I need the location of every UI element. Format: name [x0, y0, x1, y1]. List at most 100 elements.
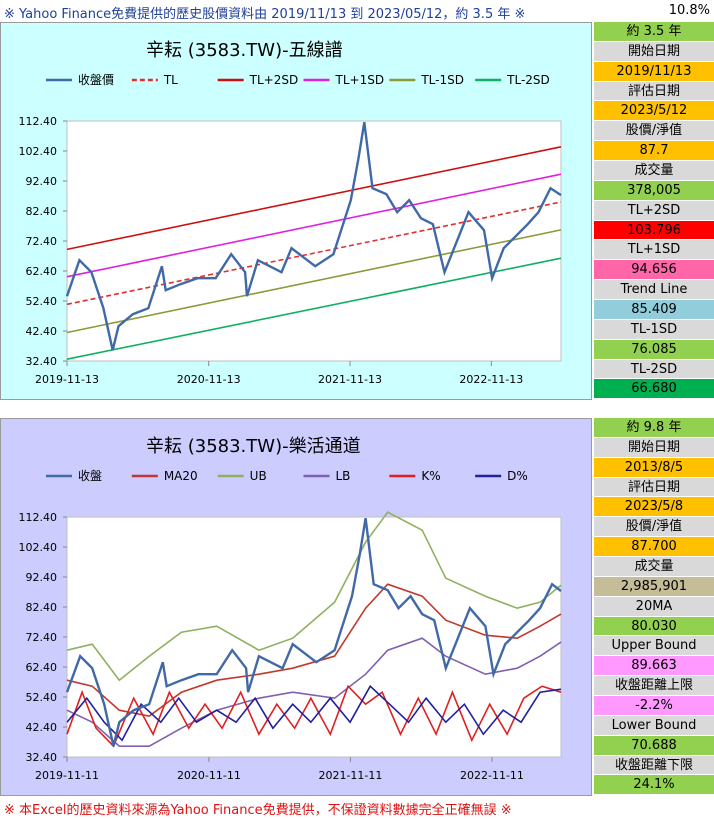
lohas-legend-label: 收盤	[78, 469, 102, 483]
lohas-ytick-label: 52.40	[26, 691, 58, 704]
five-line-ytick-label: 52.40	[26, 295, 58, 308]
five-line-ytick-label: 62.40	[26, 265, 58, 278]
five-line-series-5	[66, 257, 562, 360]
five-line-ytick-label: 112.40	[19, 115, 58, 128]
lohas-ytick-label: 32.40	[26, 751, 58, 764]
header-percent: 10.8%	[668, 3, 710, 18]
five-line-legend-label: TL+2SD	[249, 73, 299, 87]
five-line-info-column: 約 3.5 年開始日期 2019/11/13 評估日期 2023/5/12 股價/淨值 8…	[594, 22, 714, 400]
five-line-legend-label: 收盤價	[78, 73, 114, 87]
five-line-ytick-label: 42.40	[26, 325, 58, 338]
lohas-info-cell: 成交量	[594, 557, 714, 577]
lohas-info-cell: 2023/5/8	[594, 497, 714, 518]
header-bar: ※ Yahoo Finance免費提供的歷史股價資料由 2019/11/13 到…	[0, 0, 714, 22]
lohas-info-cell: 80.030	[594, 616, 714, 637]
lohas-series-4	[66, 684, 562, 748]
five-line-ytick-label: 102.40	[19, 145, 58, 158]
lohas-legend-label: D%	[507, 469, 528, 483]
five-line-title: 辛耘 (3583.TW)-五線譜	[146, 40, 343, 61]
lohas-info-cell: 收盤距離下限	[594, 755, 714, 776]
five-line-info-cell: 85.409	[594, 300, 714, 320]
lohas-ytick-label: 72.40	[26, 631, 58, 644]
lohas-info-cell: -2.2%	[594, 696, 714, 716]
five-line-info-cell: 2019/11/13	[594, 61, 714, 82]
lohas-legend-label: UB	[250, 469, 267, 483]
five-line-info-cell: 87.7	[594, 141, 714, 162]
header-title: ※ Yahoo Finance免費提供的歷史股價資料由 2019/11/13 到…	[4, 7, 526, 22]
five-line-plot-area	[66, 120, 562, 362]
footer-text: ※ 本Excel的歷史資料來源為Yahoo Finance免費提供，不保證資料數…	[4, 803, 512, 818]
lohas-ytick-label: 102.40	[19, 541, 58, 554]
five-line-ytick-label: 72.40	[26, 235, 58, 248]
five-line-chart: 辛耘 (3583.TW)-五線譜 112.40 102.40 92.40 82.40 72…	[1, 23, 591, 399]
five-line-info-cell: 66.680	[594, 379, 714, 400]
five-line-xtick-label: 2022-11-13	[459, 373, 523, 386]
lohas-series-3	[66, 637, 562, 748]
five-line-legend-label: TL+1SD	[335, 73, 385, 87]
lohas-info-cell: 收盤距離上限	[594, 676, 714, 697]
five-line-xtick-label: 2020-11-13	[177, 373, 241, 386]
lohas-legend-label: MA20	[164, 469, 198, 483]
lohas-series-2	[66, 511, 562, 682]
five-line-info-cell: TL+2SD	[594, 200, 714, 221]
lohas-channel-chart-panel: 辛耘 (3583.TW)-樂活通道 112.40 102.40 92.40 82.40 7…	[0, 418, 592, 796]
lohas-ytick-label: 62.40	[26, 661, 58, 674]
five-line-info-cell: 開始日期	[594, 41, 714, 62]
lohas-series-0	[65, 518, 562, 747]
lohas-info-cell: 70.688	[594, 735, 714, 756]
lohas-ytick-label: 42.40	[26, 721, 58, 734]
lohas-info-cell: 約 9.8 年	[594, 418, 714, 438]
lohas-channel-chart: 辛耘 (3583.TW)-樂活通道 112.40 102.40 92.40 82.40 7…	[1, 419, 591, 795]
lohas-ytick-label: 112.40	[19, 511, 58, 524]
lohas-legend-label: LB	[336, 469, 351, 483]
five-line-ytick-label: 92.40	[26, 175, 58, 188]
five-line-series-0	[65, 122, 562, 351]
five-line-info-cell: 成交量	[594, 161, 714, 181]
five-line-xtick-label: 2019-11-13	[35, 373, 99, 386]
lohas-legend-label: K%	[421, 469, 440, 483]
five-line-info-cell: TL-2SD	[594, 359, 714, 380]
five-line-info-cell: 94.656	[594, 260, 714, 281]
lohas-info-cell: 24.1%	[594, 775, 714, 796]
lohas-ytick-label: 82.40	[26, 601, 58, 614]
five-line-info-cell: 103.796	[594, 220, 714, 241]
five-line-ytick-label: 82.40	[26, 205, 58, 218]
five-line-chart-panel: 辛耘 (3583.TW)-五線譜 112.40 102.40 92.40 82.40 72…	[0, 22, 592, 400]
five-line-info-cell: 2023/5/12	[594, 101, 714, 122]
lohas-xtick-label: 2019-11-11	[35, 769, 99, 782]
lohas-xtick-label: 2020-11-11	[177, 769, 241, 782]
lohas-info-cell: 開始日期	[594, 437, 714, 458]
five-line-series-4	[66, 229, 562, 334]
five-line-legend-label: TL	[163, 73, 178, 87]
lohas-info-cell: 股價/淨值	[594, 517, 714, 538]
lohas-info-cell: Lower Bound	[594, 715, 714, 736]
lohas-series-1	[66, 583, 562, 718]
lohas-info-cell: 2013/8/5	[594, 457, 714, 478]
lohas-info-cell: 2,985,901	[594, 576, 714, 597]
five-line-info-cell: 評估日期	[594, 81, 714, 102]
lohas-info-cell: 89.663	[594, 656, 714, 677]
lohas-info-cell: Upper Bound	[594, 636, 714, 657]
lohas-xtick-label: 2021-11-11	[318, 769, 382, 782]
five-line-series-3	[66, 173, 562, 278]
lohas-info-cell: 評估日期	[594, 477, 714, 498]
five-line-info-cell: Trend Line	[594, 280, 714, 301]
five-line-series-1	[66, 201, 562, 306]
five-line-legend-label: TL-1SD	[420, 73, 464, 87]
five-line-xtick-label: 2021-11-13	[318, 373, 382, 386]
five-line-series-2	[66, 146, 562, 251]
lohas-series-5	[66, 684, 562, 742]
five-line-info-cell: 76.085	[594, 339, 714, 360]
five-line-info-cell: 約 3.5 年	[594, 22, 714, 42]
lohas-info-cell: 87.700	[594, 537, 714, 558]
five-line-info-cell: TL-1SD	[594, 319, 714, 340]
lohas-xtick-label: 2022-11-11	[460, 769, 524, 782]
lohas-ytick-label: 92.40	[26, 571, 58, 584]
five-line-info-cell: 378,005	[594, 180, 714, 201]
five-line-info-cell: TL+1SD	[594, 240, 714, 261]
lohas-title: 辛耘 (3583.TW)-樂活通道	[146, 436, 361, 457]
lohas-info-column: 約 9.8 年開始日期 2013/8/5 評估日期 2023/5/8 股價/淨值 87.7…	[594, 418, 714, 796]
lohas-info-cell: 20MA	[594, 596, 714, 617]
footer-note: ※ 本Excel的歷史資料來源為Yahoo Finance免費提供，不保證資料數…	[0, 797, 714, 818]
five-line-info-cell: 股價/淨值	[594, 121, 714, 142]
